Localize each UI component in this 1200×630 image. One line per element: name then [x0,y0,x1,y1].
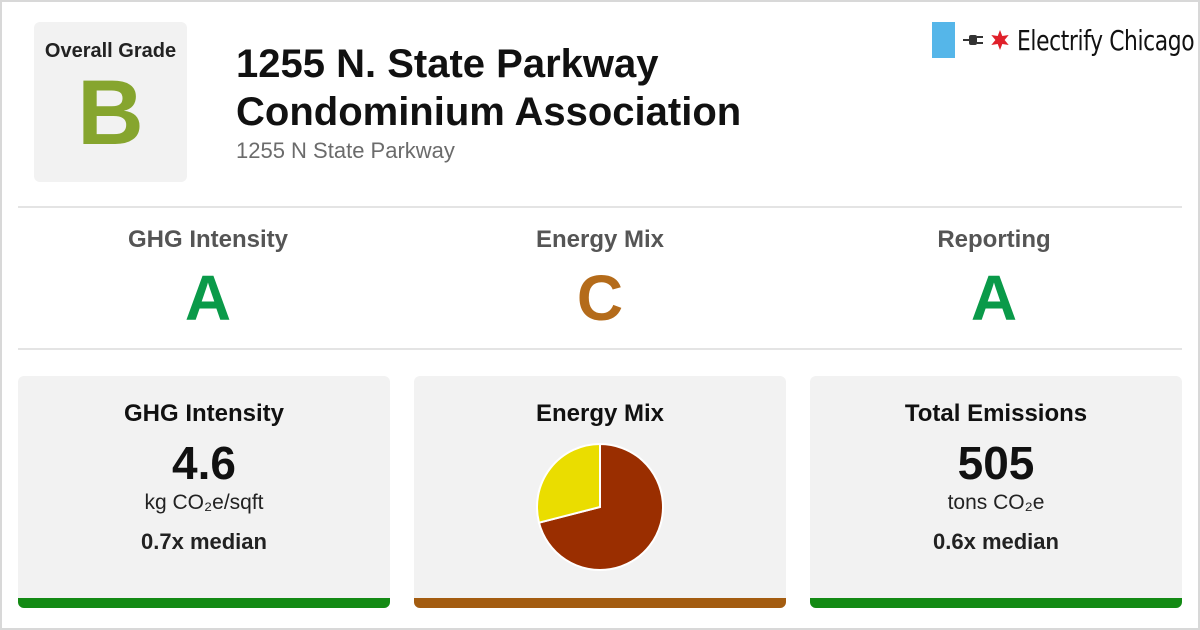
subgrade-reporting: Reporting A [804,226,1184,330]
energy-mix-card: Energy Mix [414,376,786,608]
total-emissions-card: Total Emissions 505 tons CO₂e 0.6x media… [810,376,1182,608]
card-title: Energy Mix [535,400,665,427]
building-title-line1: 1255 N. State Parkway [236,42,659,86]
divider-middle [18,348,1182,350]
subgrade-energy-mix: Energy Mix C [410,226,790,330]
building-address: 1255 N State Parkway [236,138,455,163]
card-title: GHG Intensity [123,400,285,427]
subgrade-letter: C [576,262,624,334]
subgrade-letter: A [184,262,232,334]
pie-slice-1 [536,442,601,524]
divider-top [18,206,1182,208]
chicago-star-icon [991,30,1009,50]
card-title: Total Emissions [904,400,1088,427]
energy-mix-pie-chart [536,442,664,571]
brand-logo[interactable]: Electrify Chicago [932,22,1200,58]
card-status-bar [810,598,1182,608]
total-emissions-median: 0.6x median [933,528,1059,554]
brand-name: Electrify Chicago [1017,23,1195,57]
card-status-bar [18,598,390,608]
subgrade-name: Reporting [937,226,1051,253]
total-emissions-unit: tons CO₂e [947,490,1045,514]
total-emissions-value: 505 [957,437,1035,489]
card-status-bar [414,598,786,608]
overall-grade-letter: B [77,62,144,164]
subgrade-name: GHG Intensity [127,226,289,253]
ghg-intensity-median: 0.7x median [141,528,267,554]
plug-icon [963,35,983,45]
ghg-intensity-card: GHG Intensity 4.6 kg CO₂e/sqft 0.7x medi… [18,376,390,608]
subgrade-ghg: GHG Intensity A [18,226,398,330]
subgrade-name: Energy Mix [535,226,665,253]
ghg-intensity-unit: kg CO₂e/sqft [144,490,264,514]
building-title: 1255 N. State Parkway Condominium Associ… [236,40,876,136]
building-title-line2: Condominium Association [236,90,742,134]
overall-grade-label: Overall Grade [44,40,177,62]
flag-bar-icon [932,22,955,58]
overall-grade-box: Overall Grade B [34,22,187,182]
ghg-intensity-value: 4.6 [172,437,236,489]
subgrade-letter: A [970,262,1018,334]
